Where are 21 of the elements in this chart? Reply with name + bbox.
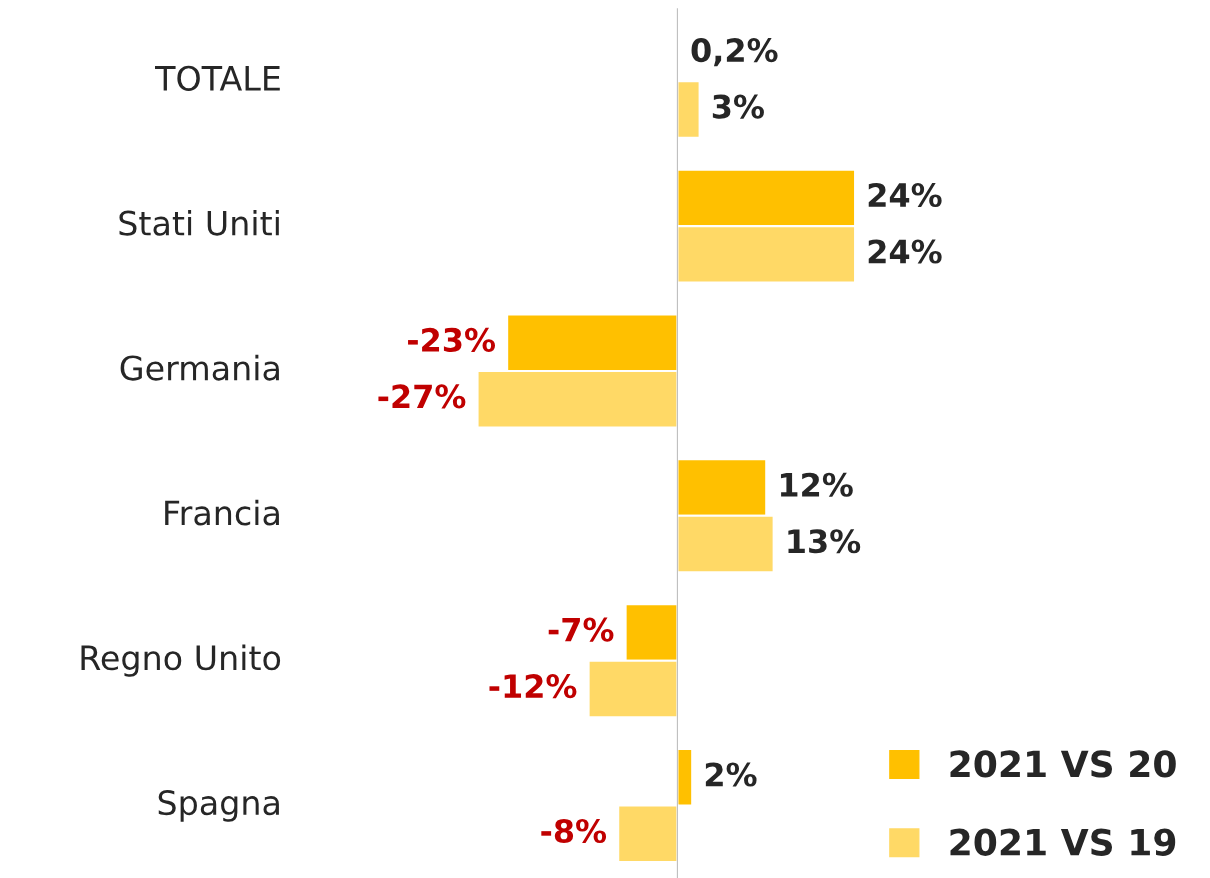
data-label: 3% xyxy=(712,94,764,119)
y-tick-label: Spagna xyxy=(158,790,279,822)
y-tick-label: Germania xyxy=(120,354,279,381)
data-label: 2% xyxy=(705,762,757,787)
data-label: 12% xyxy=(780,472,853,497)
data-label: 13% xyxy=(788,529,861,554)
legend-label: 2021 VS 19 xyxy=(950,828,1176,856)
data-label: -12% xyxy=(489,674,577,699)
y-tick-label: Regno Unito xyxy=(81,644,281,677)
y-tick-label: Francia xyxy=(165,499,279,526)
data-label: 0,2% xyxy=(691,38,778,67)
legend-label: 2021 VS 20 xyxy=(950,750,1176,778)
bar xyxy=(676,80,701,139)
data-label: -8% xyxy=(541,818,607,844)
data-label: -23% xyxy=(408,327,496,352)
data-label: 24% xyxy=(868,239,942,264)
data-label: 24% xyxy=(868,182,942,208)
y-tick-label: TOTALE xyxy=(155,65,280,91)
data-label: -27% xyxy=(378,384,466,409)
y-tick-label: Stati Uniti xyxy=(119,209,279,236)
data-label: -7% xyxy=(548,617,614,642)
